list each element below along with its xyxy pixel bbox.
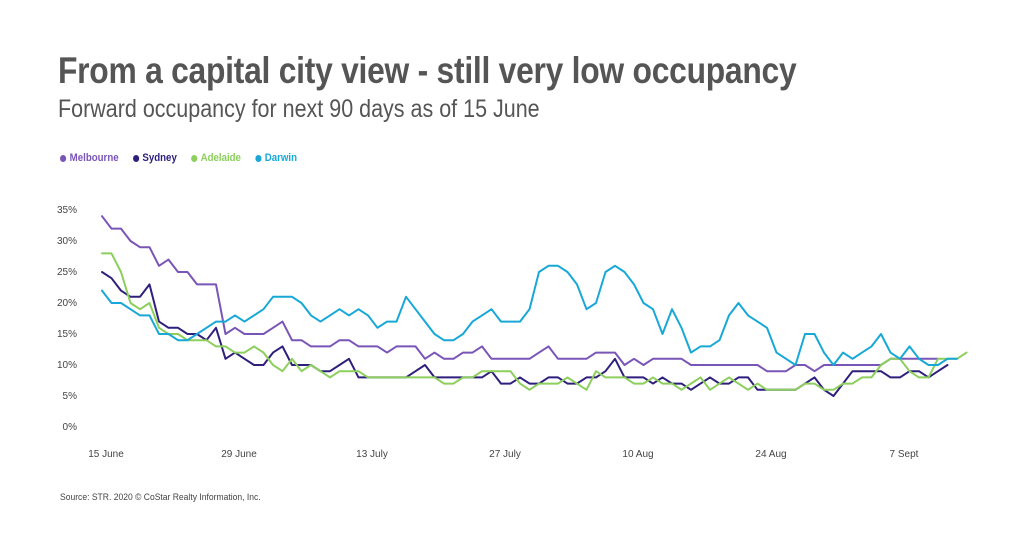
x-tick-label: 15 June [88,449,124,460]
series-line-darwin [101,264,958,366]
legend-marker [132,154,139,162]
series-line-adelaide [101,252,968,391]
legend-marker [60,154,67,162]
x-tick-label: 13 July [356,449,388,460]
legend-label: Darwin [264,152,297,164]
y-tick-label: 30% [57,236,77,247]
legend-label: Melbourne [69,152,119,164]
x-tick-label: 7 Sept [890,449,919,460]
legend-item-sydney: Sydney [132,152,177,164]
legend-item-melbourne: Melbourne [60,152,119,164]
legend-label: Adelaide [200,152,241,164]
y-tick-label: 10% [57,360,77,371]
legend-label: Sydney [142,152,177,164]
x-tick-label: 27 July [489,449,521,460]
legend-marker [190,154,198,162]
legend-item-adelaide: Adelaide [190,152,241,164]
y-tick-label: 15% [57,329,77,340]
x-tick-label: 29 June [221,449,257,460]
chart-subtitle: Forward occupancy for next 90 days as of… [58,95,540,123]
series-line-melbourne [101,215,939,373]
source-note: Source: STR. 2020 © CoStar Realty Inform… [60,492,261,503]
y-tick-label: 35% [57,205,77,216]
y-tick-label: 20% [57,298,77,309]
y-tick-label: 5% [63,391,78,402]
series-line-sydney [101,271,949,397]
legend-marker [255,154,262,162]
legend: Melbourne Sydney Adelaide Darwin [60,152,297,164]
y-tick-label: 25% [57,267,77,278]
x-tick-label: 10 Aug [622,449,653,460]
y-tick-label: 0% [63,422,78,433]
chart-title: From a capital city view - still very lo… [58,50,797,91]
x-tick-label: 24 Aug [755,449,786,460]
legend-item-darwin: Darwin [255,152,297,164]
